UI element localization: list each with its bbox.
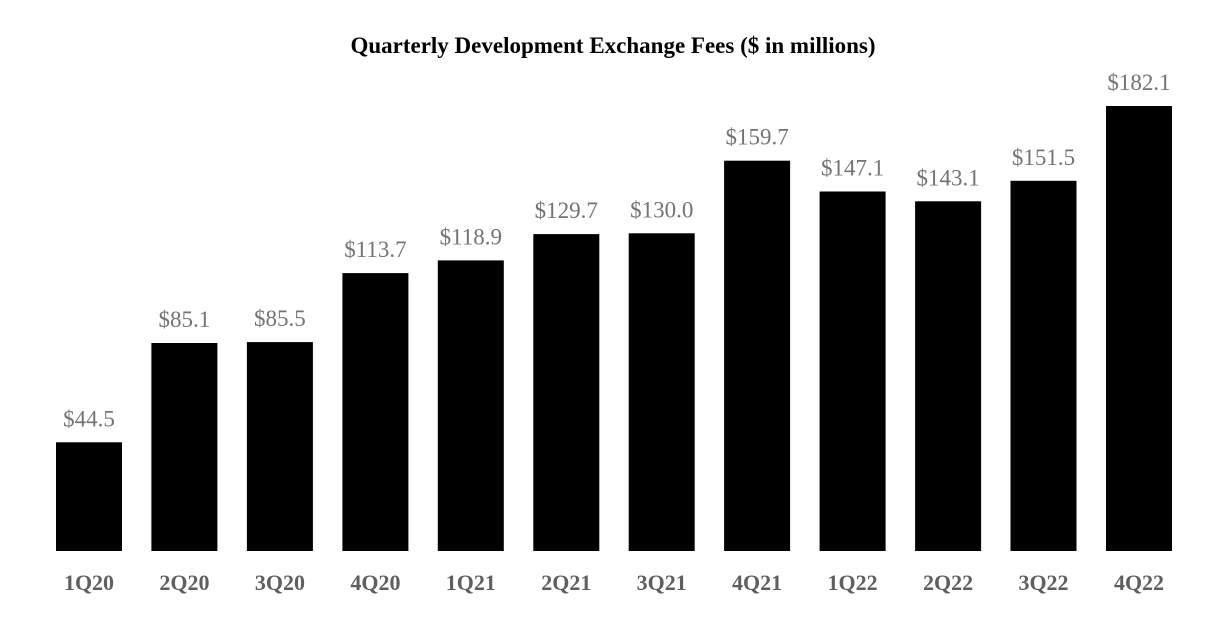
x-tick-label-3Q21: 3Q21 xyxy=(637,570,687,595)
x-tick-label-3Q20: 3Q20 xyxy=(255,570,305,595)
x-tick-label-4Q21: 4Q21 xyxy=(732,570,782,595)
data-labels-layer: $44.5 $85.1 $85.5 $113.7 $118.9 $129.7 $130.0 $… xyxy=(63,70,1171,431)
data-label-1Q20: $44.5 xyxy=(63,406,115,431)
data-label-4Q22: $182.1 xyxy=(1107,70,1170,95)
bar-3Q20 xyxy=(246,342,313,551)
data-label-3Q22: $151.5 xyxy=(1012,145,1075,170)
bar-1Q22 xyxy=(819,191,886,551)
data-label-3Q21: $130.0 xyxy=(630,197,693,222)
data-label-2Q21: $129.7 xyxy=(535,198,598,223)
data-label-2Q22: $143.1 xyxy=(916,165,979,190)
x-tick-label-2Q21: 2Q21 xyxy=(541,570,591,595)
x-tick-label-4Q22: 4Q22 xyxy=(1114,570,1164,595)
data-label-2Q20: $85.1 xyxy=(159,307,211,332)
x-tick-label-1Q22: 1Q22 xyxy=(828,570,878,595)
bars-layer xyxy=(56,106,1172,552)
x-tick-label-1Q21: 1Q21 xyxy=(446,570,496,595)
bar-2Q21 xyxy=(533,234,600,551)
bar-2Q22 xyxy=(915,201,982,552)
bar-2Q20 xyxy=(151,343,218,551)
data-label-4Q20: $113.7 xyxy=(344,237,406,262)
x-tick-label-2Q22: 2Q22 xyxy=(923,570,973,595)
x-tick-label-4Q20: 4Q20 xyxy=(350,570,400,595)
x-axis-tick-labels: 1Q20 2Q20 3Q20 4Q20 1Q21 2Q21 3Q21 4Q21 1Q22 2Q22… xyxy=(64,570,1164,595)
bar-3Q22 xyxy=(1010,180,1077,552)
bar-4Q21 xyxy=(724,160,791,551)
x-tick-label-1Q20: 1Q20 xyxy=(64,570,114,595)
data-label-3Q20: $85.5 xyxy=(254,306,306,331)
data-label-4Q21: $159.7 xyxy=(725,125,788,150)
x-tick-label-2Q20: 2Q20 xyxy=(159,570,209,595)
bar-1Q20 xyxy=(56,442,122,551)
data-label-1Q21: $118.9 xyxy=(440,224,502,249)
bar-3Q21 xyxy=(628,233,695,552)
bar-1Q21 xyxy=(437,260,504,551)
x-tick-label-3Q22: 3Q22 xyxy=(1018,570,1068,595)
bar-4Q20 xyxy=(342,273,409,551)
bar-4Q22 xyxy=(1106,106,1172,551)
chart-title: Quarterly Development Exchange Fees ($ i… xyxy=(350,33,876,58)
data-label-1Q22: $147.1 xyxy=(821,156,884,181)
